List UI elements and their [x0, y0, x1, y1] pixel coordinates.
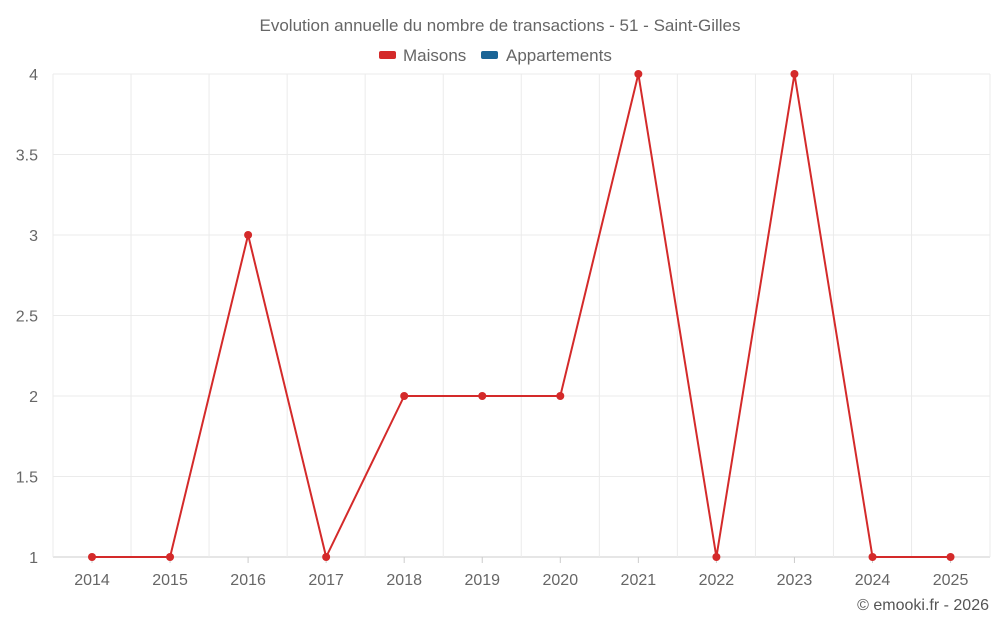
- series-line-maisons: [92, 73, 951, 558]
- x-tick-label: 2024: [855, 572, 891, 589]
- y-tick-label: 4: [29, 67, 38, 84]
- legend: Maisons Appartements: [379, 46, 612, 65]
- data-point[interactable]: [790, 70, 799, 78]
- x-tick-label: 2017: [308, 572, 344, 589]
- data-point[interactable]: [400, 392, 409, 400]
- x-tick-label: 2023: [777, 572, 813, 589]
- legend-item-maisons[interactable]: Maisons: [379, 46, 466, 65]
- x-tick-label: 2018: [386, 572, 422, 589]
- chart-title: Evolution annuelle du nombre de transact…: [260, 16, 741, 35]
- x-tick-label: 2021: [621, 572, 657, 589]
- y-tick-label: 2: [29, 389, 38, 406]
- y-tick-label: 2.5: [16, 309, 38, 326]
- legend-swatch-maisons: [379, 51, 396, 59]
- x-tick-label: 2022: [699, 572, 735, 589]
- credit-text: © emooki.fr - 2026: [857, 597, 989, 614]
- data-point[interactable]: [478, 392, 487, 400]
- series: [88, 70, 955, 561]
- x-tick-label: 2019: [464, 572, 500, 589]
- x-tick-label: 2015: [152, 572, 188, 589]
- y-tick-label: 1.5: [16, 470, 38, 487]
- x-tick-label: 2020: [543, 572, 579, 589]
- data-point[interactable]: [634, 70, 643, 78]
- data-point[interactable]: [322, 553, 331, 561]
- legend-label-maisons: Maisons: [403, 46, 466, 65]
- legend-label-appartements: Appartements: [506, 46, 612, 65]
- data-point[interactable]: [88, 553, 96, 561]
- data-point[interactable]: [868, 553, 877, 561]
- data-point[interactable]: [166, 553, 175, 561]
- x-tick-label: 2025: [933, 572, 969, 589]
- data-point[interactable]: [946, 553, 955, 561]
- grid: [52, 73, 991, 558]
- x-tick-label: 2016: [230, 572, 266, 589]
- data-point[interactable]: [712, 553, 721, 561]
- data-point[interactable]: [244, 231, 253, 239]
- y-tick-label: 3.5: [16, 148, 38, 165]
- x-tick-label: 2014: [74, 572, 110, 589]
- legend-item-appartements[interactable]: Appartements: [481, 46, 612, 65]
- y-tick-label: 1: [29, 550, 38, 567]
- y-axis: 1 1.5 2 2.5 3 3.5 4: [16, 67, 38, 567]
- data-point[interactable]: [556, 392, 565, 400]
- x-axis: 2014 2015 2016 2017 2018 2019 2020 2021 2022 2023…: [74, 557, 968, 589]
- legend-swatch-appartements: [481, 51, 498, 59]
- y-tick-label: 3: [29, 228, 38, 245]
